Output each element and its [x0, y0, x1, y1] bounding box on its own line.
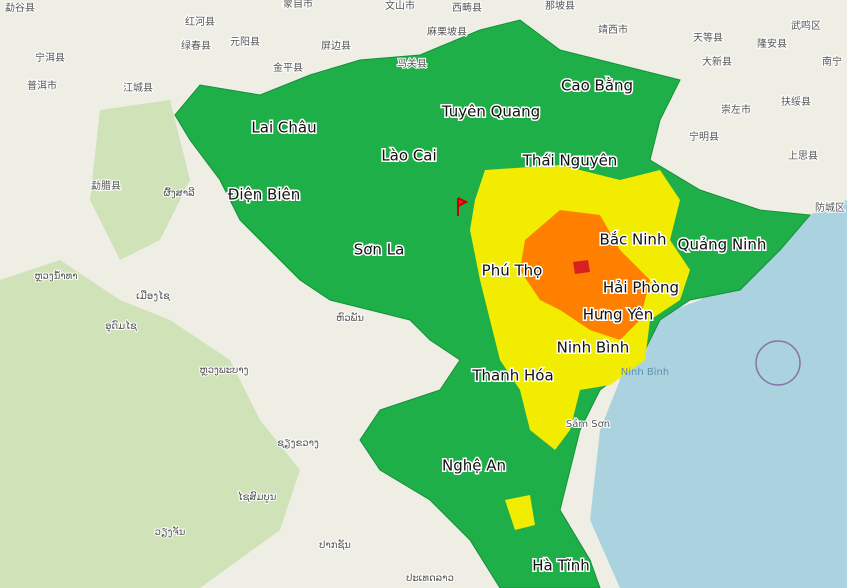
forest	[90, 100, 190, 260]
place-label: 宁洱县	[35, 51, 65, 64]
province-label: Cao Bằng	[561, 77, 633, 95]
place-label: 金平县	[273, 61, 303, 74]
place-label: 靖西市	[598, 23, 628, 36]
marker-ring	[755, 340, 801, 386]
place-label: 绿春县	[181, 39, 211, 52]
place-label: 隆安县	[757, 37, 787, 50]
place-label: 那坡县	[545, 0, 575, 12]
place-label: ຫຼວງພະບາງ	[200, 365, 249, 376]
place-label: 麻栗坡县	[427, 25, 467, 38]
place-label: 元阳县	[230, 36, 260, 48]
province-label: Thái Nguyên	[522, 152, 618, 170]
province-label: Phú Thọ	[482, 262, 543, 280]
province-label: Lào Cai	[381, 147, 436, 165]
place-label: 大新县	[702, 55, 732, 68]
province-label: Nghệ An	[442, 457, 506, 475]
place-label: ຜົ້ງສາລີ	[163, 186, 194, 199]
region-orange	[520, 210, 650, 340]
sea-label: Ninh Bình	[621, 366, 669, 378]
place-label: 红河县	[185, 15, 215, 28]
place-label: 马关县	[397, 57, 427, 70]
province-label: Tuyên Quang	[441, 103, 540, 121]
place-label: 勐腊县	[91, 179, 121, 192]
sea	[590, 200, 847, 588]
province-label: Hưng Yên	[583, 306, 654, 324]
place-label: 文山市	[385, 0, 415, 12]
flag-icon	[457, 197, 469, 216]
place-label: Sầm Sơn	[566, 418, 610, 430]
province-label: Lai Châu	[251, 119, 316, 137]
place-label: 上思县	[788, 150, 818, 162]
place-label: 屏边县	[321, 40, 351, 52]
place-label: ຫົວພັນ	[336, 311, 364, 324]
province-label: Ninh Bình	[557, 339, 630, 357]
place-label: 武鸣区	[791, 19, 821, 32]
place-label: 扶绥县	[781, 95, 811, 108]
place-label: ຫຼວງນ້ຳທາ	[34, 270, 77, 282]
province-label: Sơn La	[354, 241, 405, 259]
place-label: ຊຽງຂວາງ	[277, 438, 319, 449]
province-label: Hà Tĩnh	[532, 557, 590, 575]
province-label: Quảng Ninh	[678, 236, 767, 254]
place-label: ວຽງຈັນ	[155, 525, 186, 538]
place-label: 西畴县	[452, 1, 482, 14]
province-label: Bắc Ninh	[600, 231, 667, 249]
place-label: ປະເທດລາວ	[406, 573, 454, 584]
place-label: ປາກຊັນ	[319, 538, 351, 551]
place-label: 防城区	[815, 201, 845, 214]
region-red	[573, 260, 590, 274]
place-label: 天等县	[693, 31, 723, 44]
place-label: 南宁	[822, 55, 842, 68]
province-label: Điện Biên	[228, 186, 301, 204]
place-label: 普洱市	[27, 79, 57, 92]
place-label: 蒙自市	[283, 0, 313, 10]
province-label: Thanh Hóa	[471, 367, 553, 385]
place-label: ໄຊສົມບູນ	[238, 490, 277, 503]
place-label: 江城县	[123, 82, 153, 94]
place-label: ເມືອງໄຊ	[136, 289, 170, 302]
place-label: 勐谷县	[5, 1, 35, 14]
province-label: Hải Phòng	[603, 279, 679, 297]
region-yellow	[505, 495, 535, 530]
place-label: ອຸດົມໄຊ	[105, 319, 137, 333]
forest	[0, 260, 300, 588]
place-label: 宁明县	[689, 130, 719, 143]
place-label: 崇左市	[721, 103, 751, 116]
